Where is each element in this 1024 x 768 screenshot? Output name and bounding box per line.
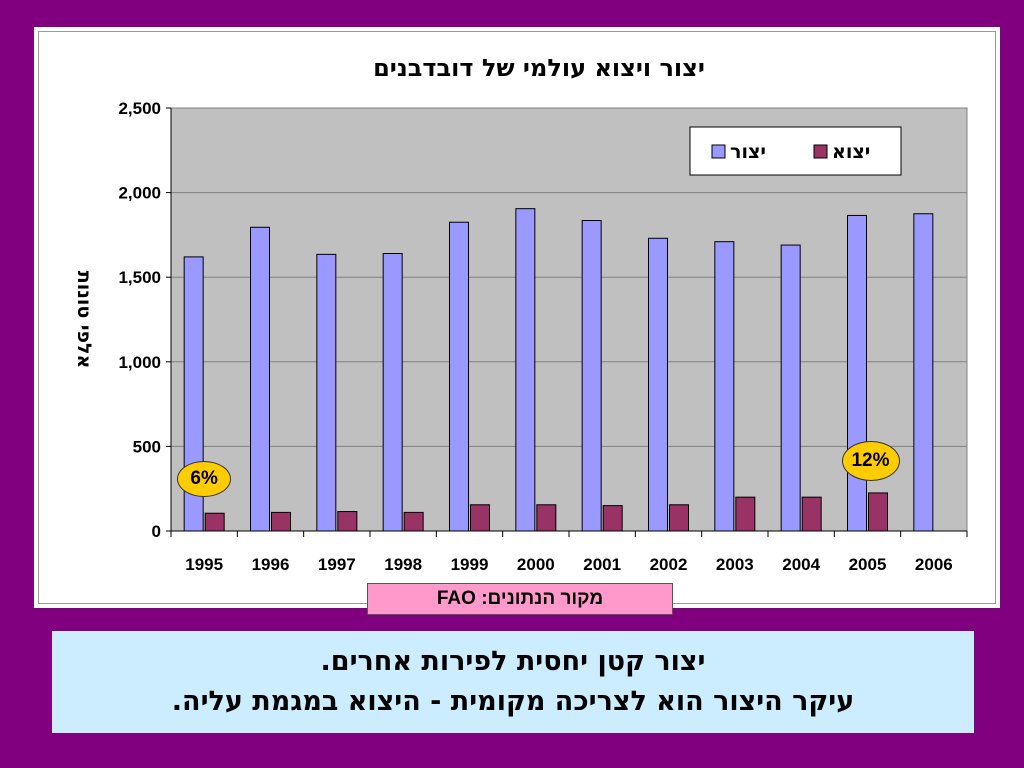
caption-line-1: יצור קטן יחסית לפירות אחרים. [320,646,706,677]
chart-panel: יצור ויצוא עולמי של דובדבנים 0 500 1,000 1,5… [34,27,1000,608]
bar-export-1998 [403,511,424,532]
y-tick-label: 0 [152,522,161,541]
x-tick-label: 1997 [318,555,356,574]
bar-production-2004 [780,244,801,532]
bar-chart: יצור ויצוא עולמי של דובדבנים 0 500 1,000 1,5… [73,54,968,574]
bar-export-2001 [602,505,623,532]
chart-title: יצור ויצוא עולמי של דובדבנים [373,54,705,82]
y-tick-label: 2,500 [118,99,161,118]
bar-production-2002 [648,237,668,532]
bar-production-1996 [250,226,270,532]
x-tick-label: 2002 [650,555,688,574]
bar-production-1999 [449,221,469,532]
legend-box [689,126,902,176]
bar-export-2005 [868,492,888,532]
bar-export-2003 [735,496,756,532]
y-axis-label: אלפי טונות [73,271,95,369]
legend-swatch-production [711,144,726,159]
bar-export-1996 [271,511,291,532]
x-tick-label: 2001 [583,555,621,574]
x-tick-label: 2004 [782,555,820,574]
bar-production-2005 [847,214,867,532]
x-tick-label: 1998 [384,555,422,574]
caption-box: יצור קטן יחסית לפירות אחרים. עיקר היצור … [52,631,974,733]
annotation-badge-6pct: 6% [177,461,232,497]
x-tick-label: 1995 [185,555,223,574]
y-tick-label: 2,000 [118,184,161,203]
y-tick-label: 1,000 [118,353,161,372]
x-tick-label: 2006 [915,555,953,574]
bar-production-2001 [581,220,602,532]
legend-label-production: יצור [730,141,766,163]
bar-production-1998 [382,253,403,532]
bar-export-2002 [669,504,689,532]
y-tick-label: 1,500 [118,268,161,287]
legend-label-export: יצוא [832,141,870,163]
bar-production-1997 [316,253,337,532]
bar-production-2006 [913,213,934,532]
x-tick-label: 1996 [252,555,290,574]
bar-export-2000 [536,504,557,532]
x-tick-label: 2005 [849,555,887,574]
caption-line-2: עיקר היצור הוא לצריכה מקומית - היצוא במג… [171,686,855,717]
bar-export-1999 [470,504,490,532]
source-label: מקור הנתונים: FAO [367,583,673,615]
bar-production-2000 [515,208,536,532]
bar-export-2004 [801,496,822,532]
bar-production-2003 [714,241,735,532]
legend-swatch-export [813,144,828,159]
x-tick-label: 1999 [451,555,489,574]
bar-export-1995 [204,512,225,532]
x-tick-label: 2003 [716,555,754,574]
annotation-badge-12pct: 12% [841,441,900,481]
bar-export-1997 [337,511,358,532]
x-tick-label: 2000 [517,555,555,574]
y-tick-label: 500 [133,437,161,456]
